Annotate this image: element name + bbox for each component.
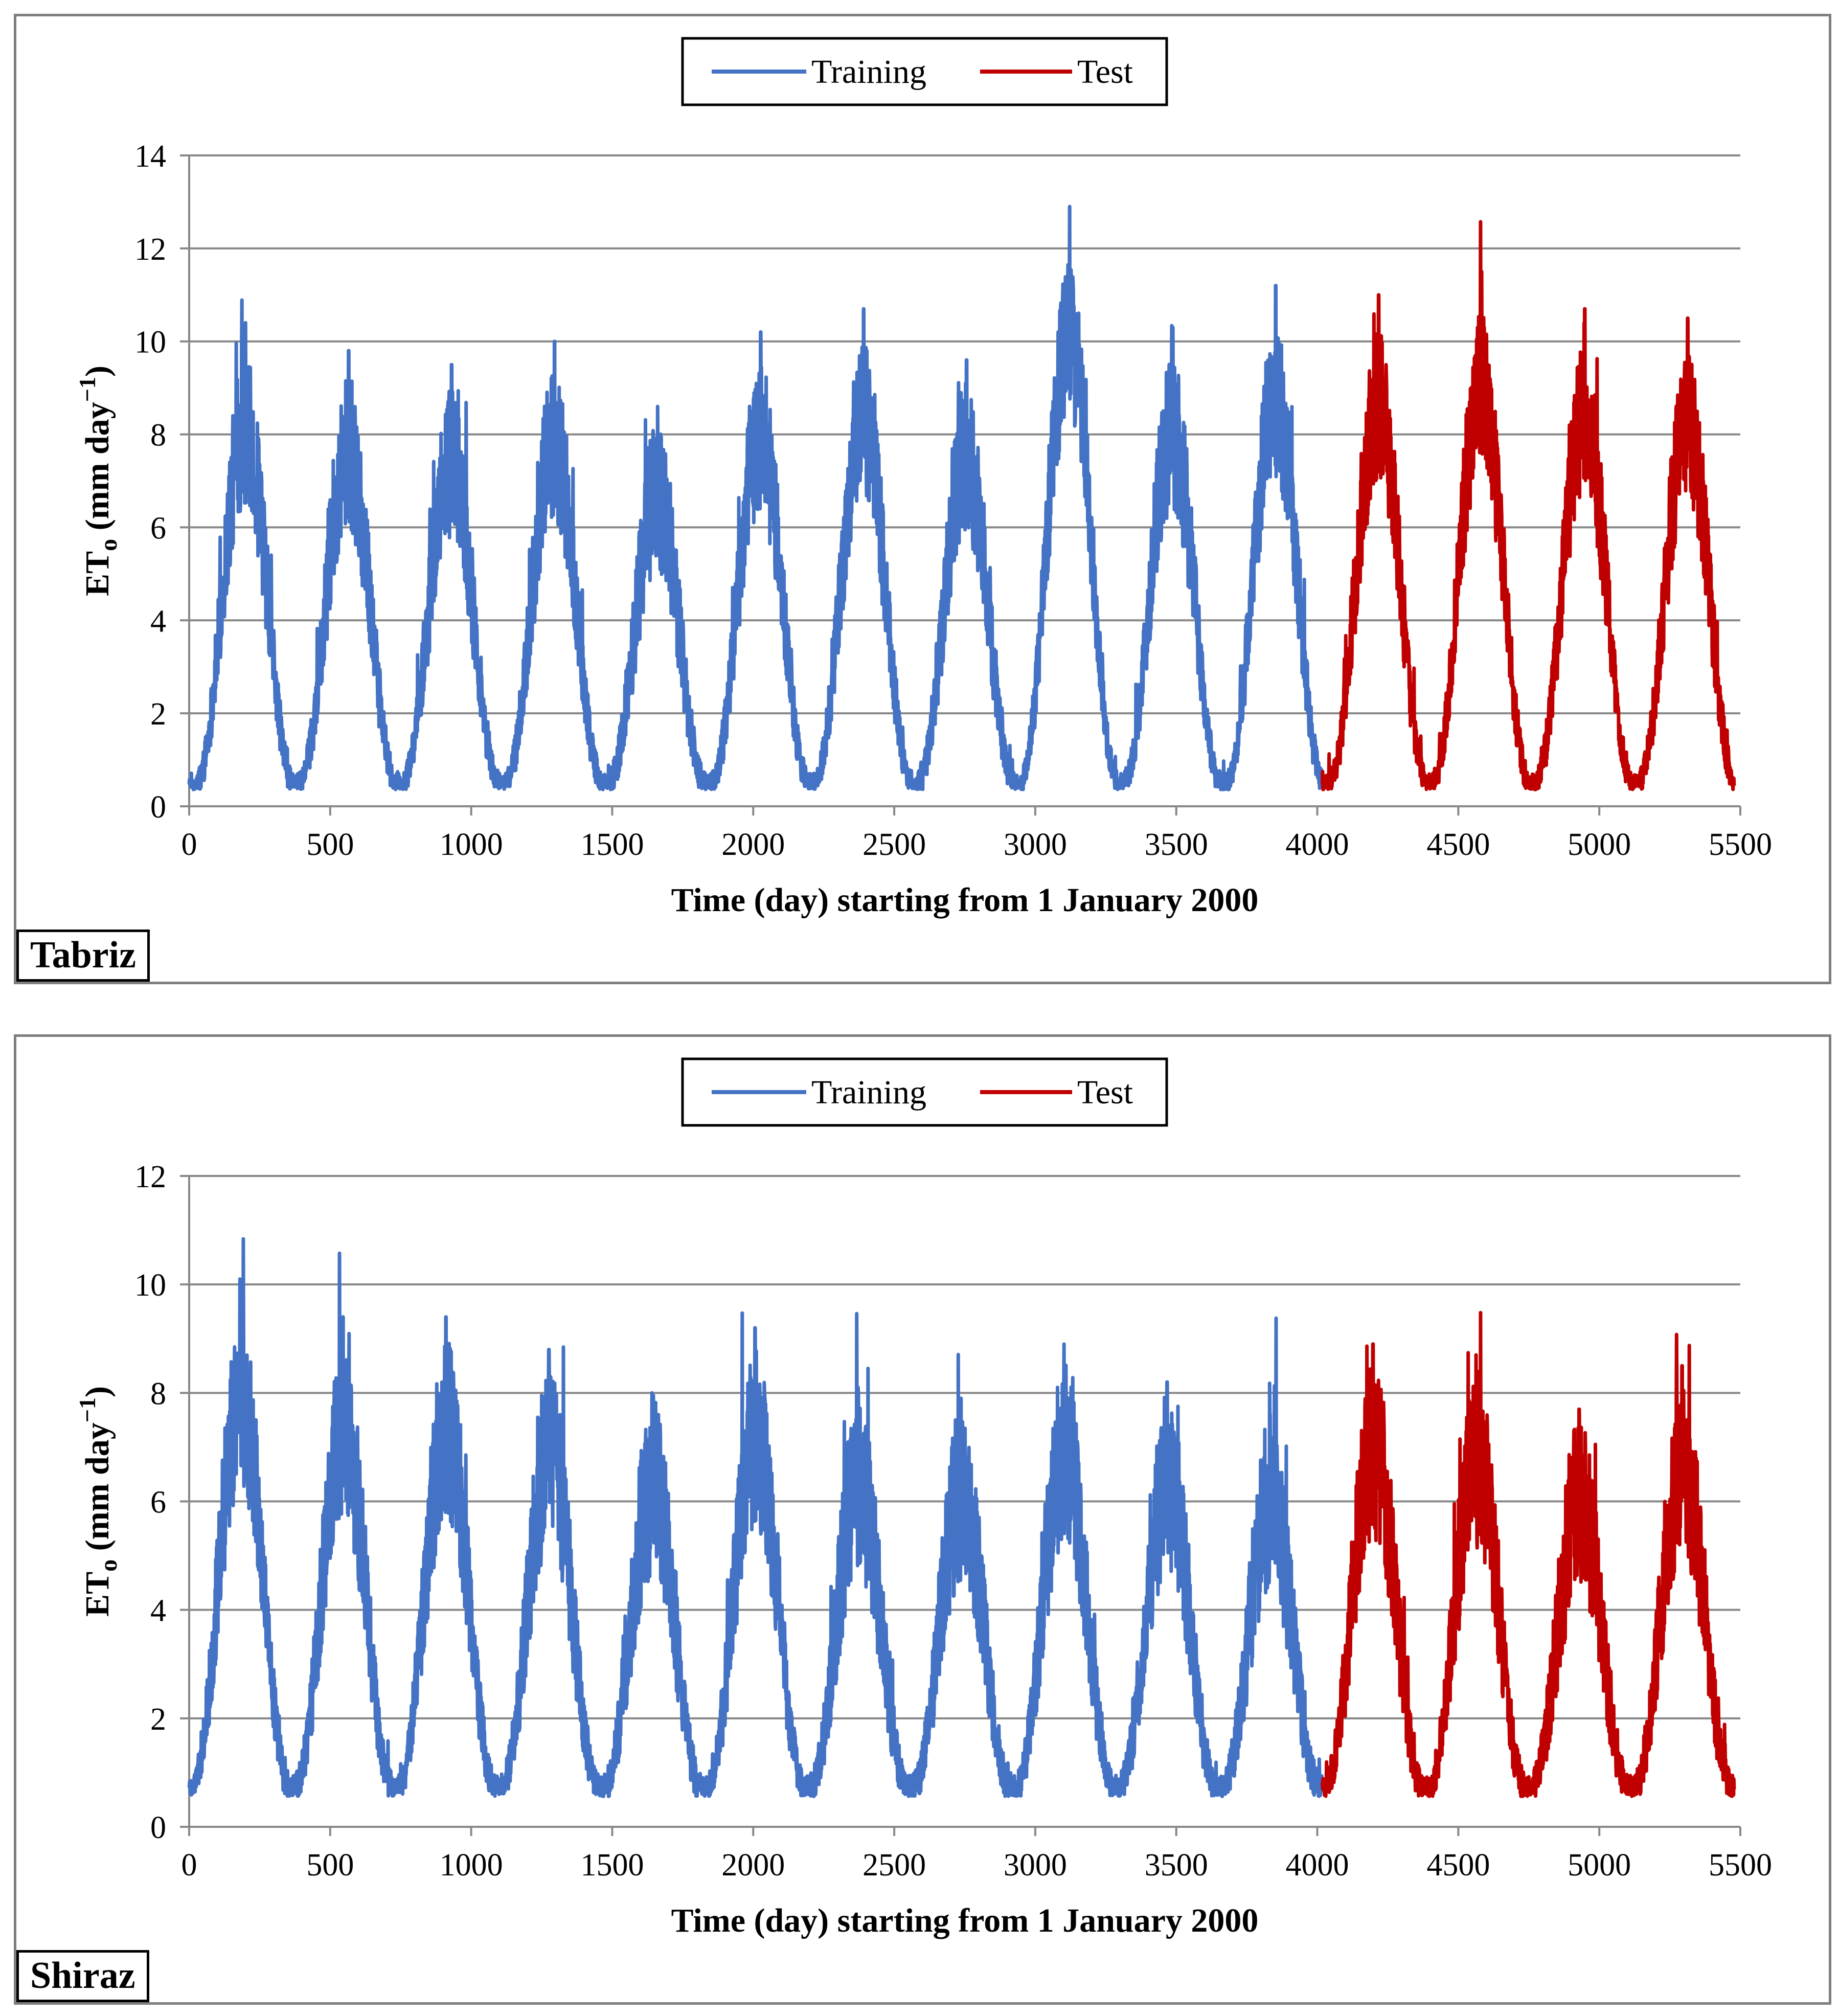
legend-label-test: Test bbox=[1077, 1074, 1133, 1111]
y-tick-label: 12 bbox=[134, 232, 166, 267]
x-tick-label: 0 bbox=[181, 1848, 197, 1883]
x-tick-label: 2000 bbox=[721, 827, 785, 862]
x-tick-label: 3000 bbox=[1004, 1848, 1067, 1883]
x-tick-label: 1000 bbox=[440, 1848, 503, 1883]
chart-panel-shiraz: 0 2 4 6 8 10 12 0 500 1000 1500 2000 2500 3000 3500 400… bbox=[14, 1034, 1831, 2005]
legend: Training Test bbox=[681, 1057, 1168, 1127]
chart-panel-tabriz: 0 2 4 6 8 10 12 14 0 500 1000 1500 2000 2500 3000 3500 4… bbox=[14, 14, 1831, 984]
legend-label-training: Training bbox=[811, 1074, 926, 1111]
x-tick-label: 4000 bbox=[1286, 827, 1349, 862]
x-tick-label: 1500 bbox=[580, 1848, 644, 1883]
series-line-test bbox=[1321, 1310, 1736, 1798]
y-axis-title: ETo (mm day−1) bbox=[74, 1386, 122, 1617]
chart-svg-tabriz: 0 2 4 6 8 10 12 14 0 500 1000 1500 2000 2500 3000 3500 4… bbox=[74, 37, 1772, 919]
y-tick-label: 8 bbox=[150, 1376, 166, 1411]
x-tick-label: 3000 bbox=[1004, 827, 1067, 862]
x-tick-label: 4000 bbox=[1286, 1848, 1349, 1883]
x-tick-label: 4500 bbox=[1426, 1848, 1490, 1883]
y-axis-title: ETo (mm day−1) bbox=[74, 366, 122, 596]
series-line-training bbox=[187, 205, 1324, 791]
legend-label-training: Training bbox=[811, 53, 926, 90]
legend-label-test: Test bbox=[1077, 53, 1133, 90]
x-axis-title: Time (day) starting from 1 January 2000 bbox=[671, 1902, 1259, 1939]
x-tick-label: 5500 bbox=[1709, 827, 1772, 862]
x-tick-label: 500 bbox=[306, 827, 354, 862]
x-tick-label: 2000 bbox=[721, 1848, 785, 1883]
x-tick-label: 2500 bbox=[862, 1848, 926, 1883]
y-tick-label: 2 bbox=[150, 1702, 166, 1737]
x-tick-label: 5000 bbox=[1568, 1848, 1631, 1883]
x-tick-label: 1500 bbox=[580, 827, 644, 862]
y-tick-label: 10 bbox=[134, 1268, 166, 1303]
x-tick-label: 0 bbox=[181, 827, 197, 862]
station-label-tabriz: Tabriz bbox=[16, 930, 150, 982]
y-tick-label: 6 bbox=[150, 511, 166, 546]
x-tick-label: 3500 bbox=[1145, 827, 1208, 862]
x-tick-label: 4500 bbox=[1426, 827, 1490, 862]
y-tick-label: 6 bbox=[150, 1485, 166, 1520]
legend: Training Test bbox=[681, 37, 1168, 106]
series-line-training bbox=[187, 1237, 1324, 1798]
x-tick-label: 5000 bbox=[1568, 827, 1631, 862]
y-tick-label: 14 bbox=[134, 139, 166, 174]
x-tick-label: 5500 bbox=[1709, 1848, 1772, 1883]
x-tick-label: 2500 bbox=[862, 827, 926, 862]
x-tick-label: 500 bbox=[306, 1848, 354, 1883]
y-tick-label: 10 bbox=[134, 325, 166, 360]
series-line-test bbox=[1321, 220, 1736, 791]
x-tick-label: 1000 bbox=[440, 827, 503, 862]
y-tick-label: 12 bbox=[134, 1160, 166, 1194]
y-tick-label: 2 bbox=[150, 697, 166, 732]
y-tick-label: 4 bbox=[150, 604, 166, 639]
y-tick-label: 8 bbox=[150, 418, 166, 453]
y-tick-label: 4 bbox=[150, 1594, 166, 1628]
x-axis-title: Time (day) starting from 1 January 2000 bbox=[671, 881, 1259, 919]
chart-svg-shiraz: 0 2 4 6 8 10 12 0 500 1000 1500 2000 2500 3000 3500 400… bbox=[74, 1057, 1772, 1939]
y-tick-label: 0 bbox=[150, 1810, 166, 1845]
y-tick-label: 0 bbox=[150, 790, 166, 825]
station-label-shiraz: Shiraz bbox=[16, 1950, 149, 2002]
x-tick-label: 3500 bbox=[1145, 1848, 1208, 1883]
